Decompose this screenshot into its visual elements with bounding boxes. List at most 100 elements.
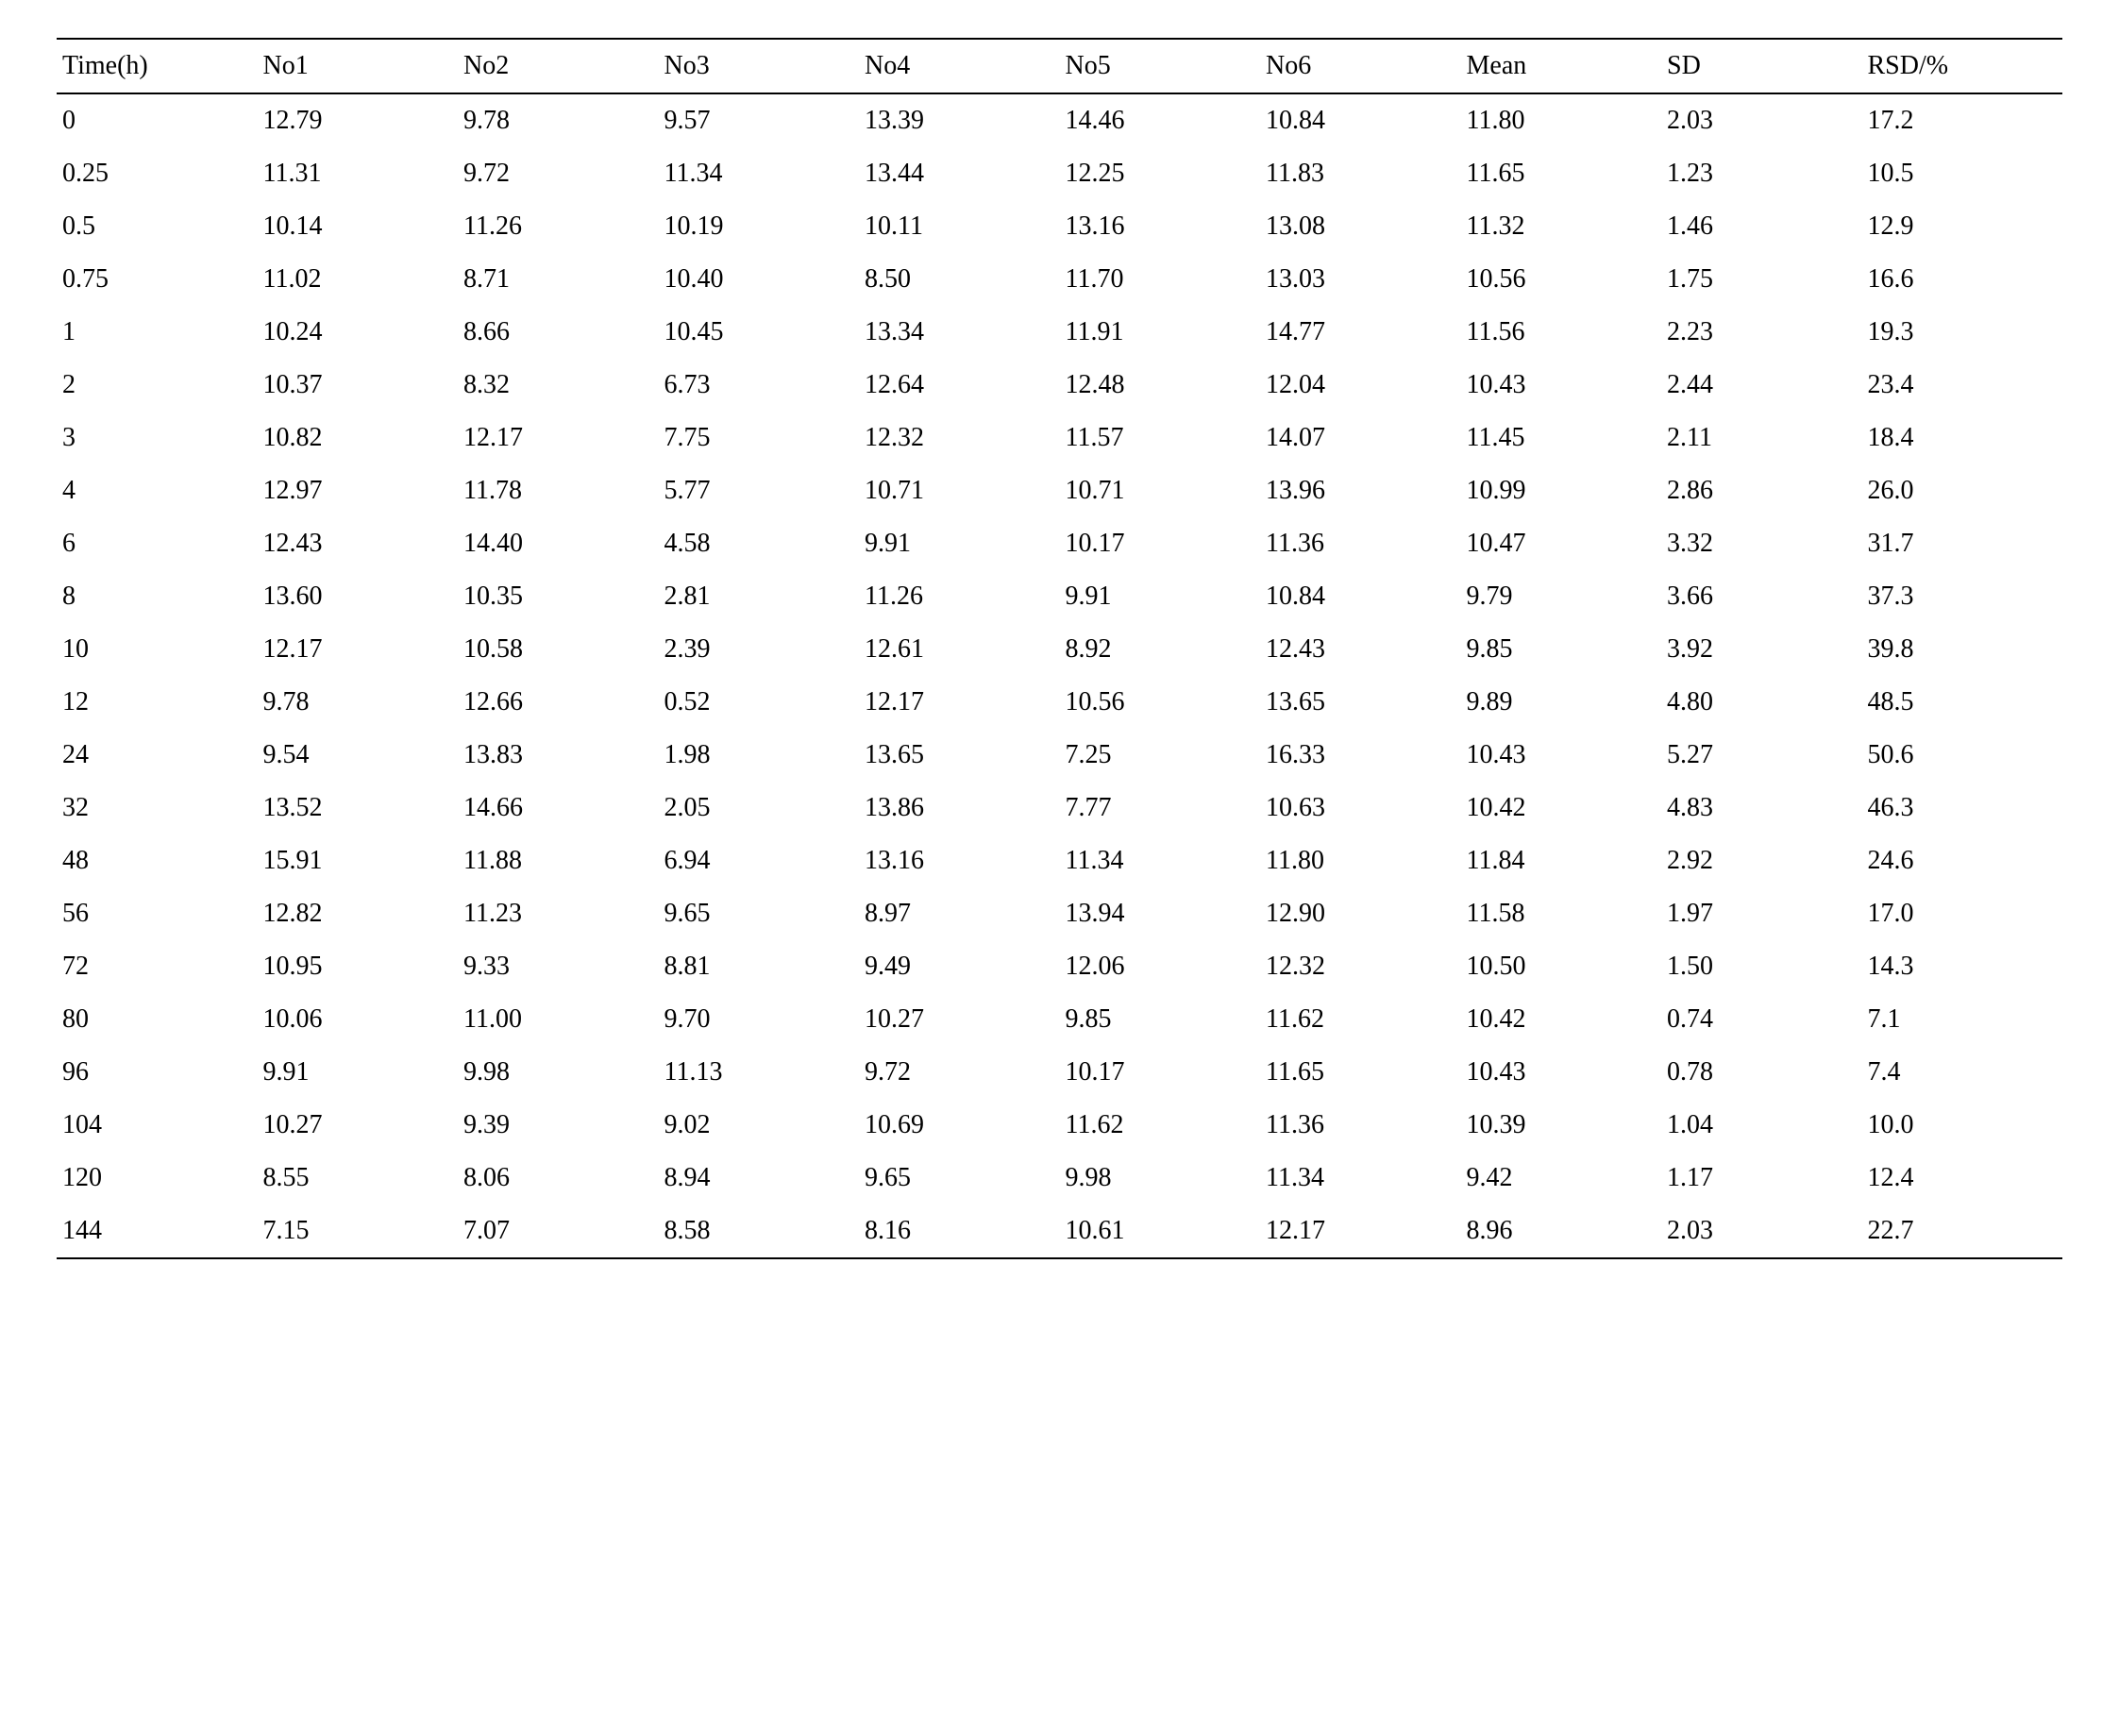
table-cell: 10.45	[659, 306, 860, 359]
table-cell: 10.5	[1862, 147, 2063, 200]
table-cell: 9.02	[659, 1099, 860, 1152]
table-cell: 11.80	[1461, 93, 1662, 147]
table-cell: 6.94	[659, 834, 860, 887]
table-cell: 9.57	[659, 93, 860, 147]
table-cell: 9.49	[859, 940, 1060, 993]
table-cell: 12.97	[258, 464, 459, 517]
table-cell: 14.07	[1260, 412, 1461, 464]
table-cell: 11.36	[1260, 1099, 1461, 1152]
table-cell: 2.11	[1661, 412, 1862, 464]
table-cell: 10.42	[1461, 782, 1662, 834]
table-cell: 5.27	[1661, 729, 1862, 782]
table-cell: 32	[57, 782, 258, 834]
table-cell: 15.91	[258, 834, 459, 887]
table-cell: 1.17	[1661, 1152, 1862, 1205]
table-cell: 13.03	[1260, 253, 1461, 306]
table-cell: 10.37	[258, 359, 459, 412]
table-cell: 3	[57, 412, 258, 464]
table-cell: 9.98	[458, 1046, 659, 1099]
table-cell: 11.23	[458, 887, 659, 940]
table-row: 0.2511.319.7211.3413.4412.2511.8311.651.…	[57, 147, 2062, 200]
table-cell: 13.83	[458, 729, 659, 782]
table-cell: 48.5	[1862, 676, 2063, 729]
table-cell: 8.81	[659, 940, 860, 993]
table-cell: 11.31	[258, 147, 459, 200]
table-cell: 11.26	[458, 200, 659, 253]
table-header-row: Time(h) No1 No2 No3 No4 No5 No6 Mean SD …	[57, 39, 2062, 93]
table-cell: 11.83	[1260, 147, 1461, 200]
table-cell: 6.73	[659, 359, 860, 412]
table-cell: 9.78	[258, 676, 459, 729]
table-cell: 12.9	[1862, 200, 2063, 253]
table-cell: 0.25	[57, 147, 258, 200]
table-cell: 2.39	[659, 623, 860, 676]
table-cell: 9.78	[458, 93, 659, 147]
table-cell: 12.90	[1260, 887, 1461, 940]
table-cell: 10.50	[1461, 940, 1662, 993]
table-cell: 7.75	[659, 412, 860, 464]
table-row: 1447.157.078.588.1610.6112.178.962.0322.…	[57, 1205, 2062, 1258]
table-cell: 8.06	[458, 1152, 659, 1205]
table-cell: 10.39	[1461, 1099, 1662, 1152]
table-cell: 12.48	[1060, 359, 1261, 412]
col-no3: No3	[659, 39, 860, 93]
table-cell: 9.65	[659, 887, 860, 940]
table-cell: 12.17	[1260, 1205, 1461, 1258]
table-cell: 8.50	[859, 253, 1060, 306]
table-cell: 11.65	[1260, 1046, 1461, 1099]
table-cell: 3.92	[1661, 623, 1862, 676]
table-cell: 13.65	[859, 729, 1060, 782]
table-cell: 14.46	[1060, 93, 1261, 147]
table-row: 310.8212.177.7512.3211.5714.0711.452.111…	[57, 412, 2062, 464]
table-cell: 9.39	[458, 1099, 659, 1152]
table-cell: 56	[57, 887, 258, 940]
table-cell: 13.96	[1260, 464, 1461, 517]
table-cell: 12.79	[258, 93, 459, 147]
table-cell: 120	[57, 1152, 258, 1205]
table-cell: 11.00	[458, 993, 659, 1046]
table-cell: 17.2	[1862, 93, 2063, 147]
table-cell: 16.33	[1260, 729, 1461, 782]
table-cell: 10.06	[258, 993, 459, 1046]
table-cell: 11.34	[1260, 1152, 1461, 1205]
table-cell: 2.81	[659, 570, 860, 623]
table-cell: 12.25	[1060, 147, 1261, 200]
table-cell: 13.65	[1260, 676, 1461, 729]
table-cell: 10.43	[1461, 729, 1662, 782]
table-cell: 11.13	[659, 1046, 860, 1099]
table-cell: 1.46	[1661, 200, 1862, 253]
table-cell: 37.3	[1862, 570, 2063, 623]
table-cell: 10.43	[1461, 359, 1662, 412]
table-row: 129.7812.660.5212.1710.5613.659.894.8048…	[57, 676, 2062, 729]
table-cell: 12.06	[1060, 940, 1261, 993]
table-cell: 23.4	[1862, 359, 2063, 412]
table-row: 10410.279.399.0210.6911.6211.3610.391.04…	[57, 1099, 2062, 1152]
table-row: 1208.558.068.949.659.9811.349.421.1712.4	[57, 1152, 2062, 1205]
table-cell: 12.32	[1260, 940, 1461, 993]
table-cell: 8.32	[458, 359, 659, 412]
table-cell: 104	[57, 1099, 258, 1152]
table-cell: 11.70	[1060, 253, 1261, 306]
table-cell: 1.75	[1661, 253, 1862, 306]
table-cell: 7.15	[258, 1205, 459, 1258]
table-cell: 10.61	[1060, 1205, 1261, 1258]
table-cell: 10.24	[258, 306, 459, 359]
table-cell: 12.32	[859, 412, 1060, 464]
table-cell: 0	[57, 93, 258, 147]
table-cell: 1.97	[1661, 887, 1862, 940]
table-row: 210.378.326.7312.6412.4812.0410.432.4423…	[57, 359, 2062, 412]
table-cell: 10.82	[258, 412, 459, 464]
table-cell: 2.03	[1661, 93, 1862, 147]
table-cell: 8.94	[659, 1152, 860, 1205]
table-row: 249.5413.831.9813.657.2516.3310.435.2750…	[57, 729, 2062, 782]
table-cell: 2.86	[1661, 464, 1862, 517]
table-cell: 10.27	[258, 1099, 459, 1152]
table-cell: 24	[57, 729, 258, 782]
table-cell: 10.14	[258, 200, 459, 253]
table-cell: 8	[57, 570, 258, 623]
table-row: 412.9711.785.7710.7110.7113.9610.992.862…	[57, 464, 2062, 517]
table-cell: 8.16	[859, 1205, 1060, 1258]
table-cell: 2	[57, 359, 258, 412]
table-cell: 11.58	[1461, 887, 1662, 940]
table-cell: 2.92	[1661, 834, 1862, 887]
